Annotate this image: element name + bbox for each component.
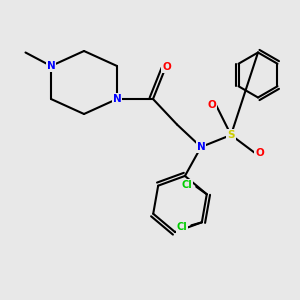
Text: Cl: Cl — [177, 222, 188, 232]
Text: S: S — [227, 130, 235, 140]
Text: N: N — [112, 94, 122, 104]
Text: Cl: Cl — [182, 180, 193, 190]
Text: N: N — [196, 142, 206, 152]
Text: O: O — [207, 100, 216, 110]
Text: O: O — [162, 62, 171, 73]
Text: O: O — [255, 148, 264, 158]
Text: N: N — [46, 61, 56, 71]
